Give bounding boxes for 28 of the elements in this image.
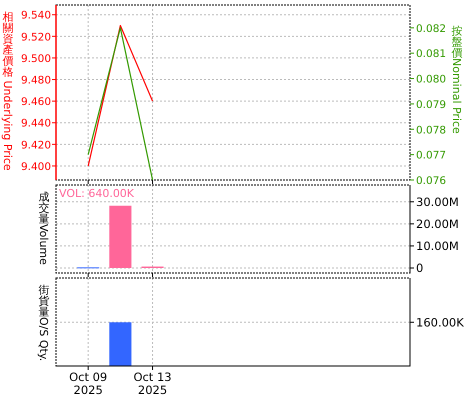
x-tick-label: Oct 09 2025 — [69, 370, 108, 397]
y-tick-label: 9.400 — [20, 160, 51, 173]
y2-tick-label: 0.077 — [416, 150, 446, 162]
y2-axis-title: 按盤價Nominal Price — [450, 24, 463, 134]
y-axis-title: 街貨量O/S Qty. — [37, 283, 50, 362]
y-axis-title: 相關資產價格 Underlying Price — [1, 10, 14, 171]
y2-tick-label: 0.076 — [416, 175, 446, 187]
x-tick-label: Oct 13 2025 — [133, 370, 172, 397]
y-tick-label: 9.440 — [20, 118, 51, 130]
y-tick-label: 30.00M — [416, 194, 459, 209]
y2-tick-label: 0.080 — [416, 74, 446, 86]
y-tick-label: 10.00M — [416, 238, 459, 253]
y-tick-label: 9.460 — [20, 96, 51, 108]
y-tick-label: 9.480 — [20, 74, 51, 87]
y-tick-label: 20.00M — [416, 216, 459, 231]
y-tick-label: 160.00K — [416, 315, 464, 330]
y2-tick-label: 0.079 — [416, 98, 446, 111]
y-axis-title: 成交量Volume — [37, 190, 50, 266]
y-tick-label: 9.500 — [20, 52, 51, 65]
y2-tick-label: 0.082 — [416, 22, 446, 35]
y-tick-label: 0 — [416, 260, 424, 275]
annotation: VOL: 640.00K — [59, 187, 135, 200]
bar — [109, 206, 132, 268]
y2-tick-label: 0.078 — [416, 124, 446, 136]
y2-tick-label: 0.081 — [416, 48, 446, 60]
y-tick-label: 9.420 — [20, 139, 51, 152]
y-tick-label: 9.520 — [20, 31, 51, 44]
y-tick-label: 9.540 — [20, 10, 51, 22]
